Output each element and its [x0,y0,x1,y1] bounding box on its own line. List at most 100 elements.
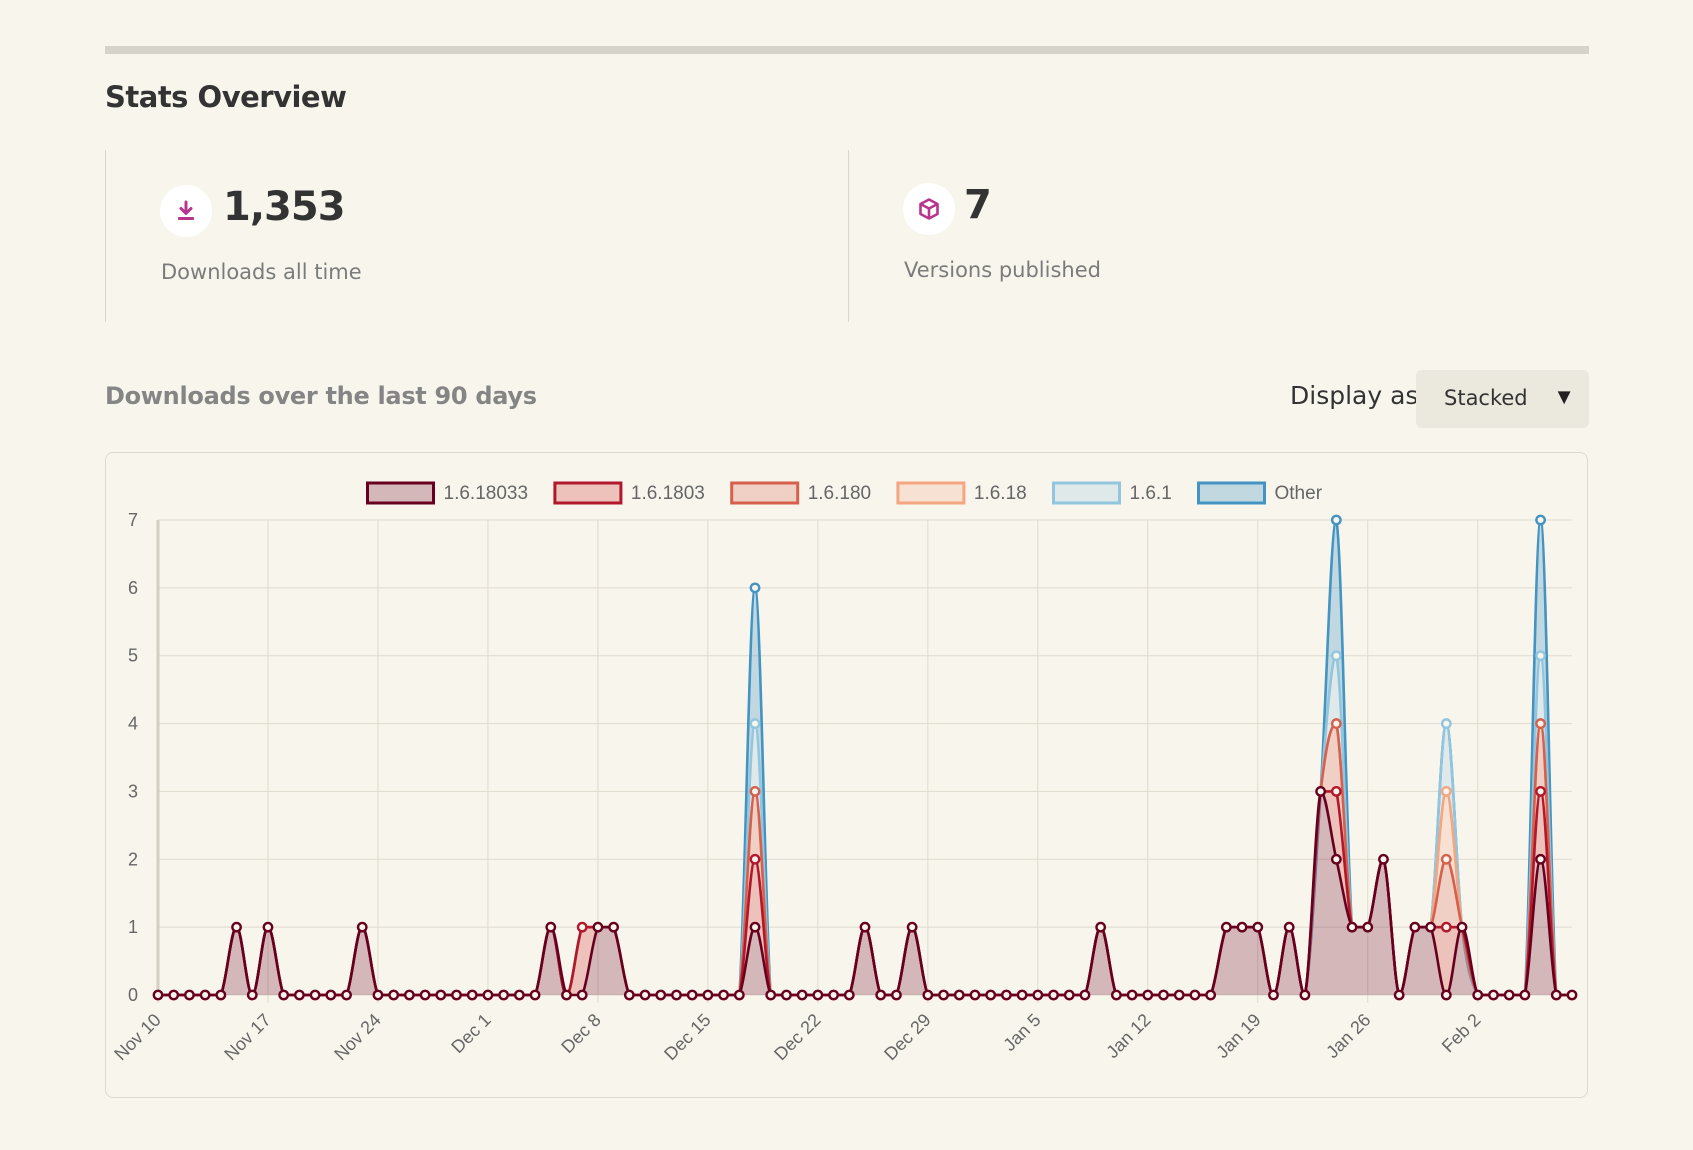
x-tick-label: Nov 17 [220,1010,274,1064]
downloads-chart: 0 1 2 3 4 5 6 7 Nov 10 Nov 17 Nov 24 Dec 1 Dec 8 Dec … [110,481,1578,1064]
data-point [325,989,337,1001]
data-point [199,989,211,1001]
data-point [1535,786,1546,797]
legend-label: 1.6.1 [1130,483,1172,504]
data-point [1330,853,1342,865]
data-point [1220,921,1232,933]
data-point [1079,989,1091,1001]
data-point [1189,989,1201,1001]
data-point [1566,989,1578,1001]
data-point [341,989,352,1001]
data-point [561,989,572,1001]
x-tick-label: Dec 29 [880,1010,934,1064]
y-tick-label: 3 [128,781,138,801]
data-point [231,921,242,933]
data-point [1535,718,1546,729]
data-point [639,989,651,1001]
y-tick-label: 4 [128,714,138,734]
data-point [1063,989,1075,1001]
data-point [608,921,620,933]
x-tick-label: Dec 8 [557,1010,604,1057]
data-point [1362,921,1374,933]
data-point [859,921,871,933]
data-point [1440,718,1452,729]
data-point [466,989,478,1001]
data-point [435,989,447,1001]
display-as-value: Stacked [1444,386,1528,410]
data-point [1001,989,1012,1001]
data-point [1236,921,1248,933]
legend-label: 1.6.18033 [444,483,529,504]
data-point [372,989,384,1001]
data-point [655,989,667,1001]
downloads-stat-card: 1,353 Downloads all time [105,150,849,322]
data-point [1535,853,1546,865]
data-point [215,989,227,1001]
versions-stat-card: 7 Versions published [848,150,1590,322]
data-point [1173,989,1185,1001]
data-point [419,989,431,1001]
data-point [262,921,274,933]
data-point [1346,921,1358,933]
data-point [875,989,887,1001]
data-point [356,921,368,933]
legend-swatch [896,481,966,505]
chevron-down-icon: ▼ [1553,384,1575,409]
download-icon [160,185,212,237]
data-point [623,989,635,1001]
data-point [1330,650,1342,662]
data-point [1016,989,1028,1001]
data-point [1299,989,1311,1001]
data-point [1488,989,1499,1001]
x-tick-label: Jan 5 [999,1010,1044,1055]
data-point [1330,786,1342,797]
data-point [1503,989,1515,1001]
data-point [1126,989,1138,1001]
y-tick-label: 6 [128,578,138,598]
data-point [922,989,934,1001]
data-point [1330,718,1342,729]
data-point [718,989,729,1001]
y-tick-label: 5 [128,646,138,666]
y-tick-label: 1 [128,917,138,937]
data-point [749,786,761,797]
data-point [938,989,949,1001]
x-tick-label: Nov 10 [110,1010,164,1064]
data-point [1409,921,1421,933]
data-point [152,989,164,1001]
data-point [1110,989,1122,1001]
data-point [1535,650,1546,662]
data-point [529,989,541,1001]
data-point [498,989,510,1001]
data-point [1268,989,1279,1001]
data-point [1472,989,1484,1001]
data-point [1205,989,1217,1001]
data-point [953,989,965,1001]
chart-container: 0 1 2 3 4 5 6 7 Nov 10 Nov 17 Nov 24 Dec 1 Dec 8 Dec … [105,452,1588,1098]
x-tick-label: Jan 26 [1322,1010,1374,1062]
legend-swatch [553,481,623,505]
data-point [246,989,258,1001]
data-point [686,989,698,1001]
data-point [906,921,918,933]
data-point [592,921,604,933]
display-as-select[interactable]: Stacked ▼ [1416,370,1589,428]
x-tick-label: Feb 2 [1438,1010,1485,1057]
x-tick-label: Dec 15 [660,1010,714,1064]
data-point [1550,989,1562,1001]
data-point [1142,989,1154,1001]
data-point [891,989,902,1001]
page-title: Stats Overview [105,80,347,114]
data-point [451,989,462,1001]
y-tick-label: 7 [128,510,138,530]
data-point [828,989,839,1001]
legend-label: Other [1275,483,1323,504]
data-point [1048,989,1059,1001]
data-point [671,989,682,1001]
legend-swatch [366,481,435,505]
versions-label: Versions published [904,258,1101,282]
data-point [812,989,824,1001]
data-point [1456,921,1468,933]
data-point [1393,989,1405,1001]
data-point [843,989,855,1001]
